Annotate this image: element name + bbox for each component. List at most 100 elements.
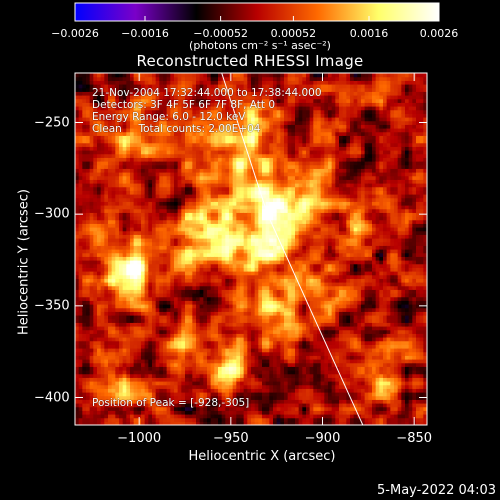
- heatmap-cell: [100, 76, 105, 81]
- heatmap-cell: [170, 150, 175, 155]
- heatmap-cell: [130, 168, 135, 173]
- heatmap-cell: [210, 395, 215, 400]
- heatmap-cell: [203, 91, 208, 96]
- heatmap-cell: [108, 311, 113, 316]
- heatmap-cell: [166, 153, 171, 158]
- heatmap-cell: [122, 157, 127, 162]
- heatmap-cell: [203, 296, 208, 301]
- heatmap-cell: [137, 179, 142, 184]
- heatmap-cell: [82, 106, 87, 111]
- heatmap-cell: [207, 197, 212, 202]
- heatmap-cell: [89, 260, 94, 265]
- heatmap-cell: [192, 109, 197, 114]
- heatmap-cell: [177, 329, 182, 334]
- heatmap-cell: [111, 315, 116, 320]
- heatmap-cell: [166, 300, 171, 305]
- heatmap-cell: [93, 230, 98, 235]
- heatmap-cell: [126, 91, 131, 96]
- heatmap-cell: [144, 377, 149, 382]
- heatmap-cell: [185, 417, 190, 422]
- heatmap-cell: [181, 157, 186, 162]
- heatmap-cell: [133, 366, 138, 371]
- heatmap-cell: [192, 300, 197, 305]
- heatmap-cell: [203, 307, 208, 312]
- heatmap-cell: [170, 87, 175, 92]
- heatmap-cell: [174, 245, 179, 250]
- heatmap-cell: [251, 230, 256, 235]
- heatmap-cell: [159, 340, 164, 345]
- heatmap-cell: [258, 76, 263, 81]
- heatmap-cell: [111, 256, 116, 261]
- heatmap-cell: [86, 150, 91, 155]
- heatmap-cell: [82, 395, 87, 400]
- heatmap-cell: [100, 304, 105, 309]
- heatmap-cell: [247, 142, 252, 147]
- heatmap-cell: [225, 179, 230, 184]
- heatmap-cell: [210, 120, 215, 125]
- heatmap-cell: [225, 260, 230, 265]
- heatmap-cell: [196, 73, 201, 78]
- heatmap-cell: [262, 381, 267, 386]
- heatmap-cell: [166, 348, 171, 353]
- heatmap-cell: [225, 168, 230, 173]
- heatmap-cell: [174, 329, 179, 334]
- heatmap-cell: [82, 333, 87, 338]
- heatmap-cell: [192, 234, 197, 239]
- heatmap-cell: [181, 285, 186, 290]
- heatmap-cell: [78, 124, 83, 129]
- heatmap-cell: [188, 76, 193, 81]
- heatmap-cell: [122, 362, 127, 367]
- heatmap-cell: [108, 172, 113, 177]
- heatmap-cell: [104, 260, 109, 265]
- heatmap-cell: [75, 146, 80, 151]
- heatmap-cell: [104, 168, 109, 173]
- heatmap-cell: [243, 95, 248, 100]
- heatmap-cell: [152, 230, 157, 235]
- heatmap-cell: [163, 395, 168, 400]
- heatmap-cell: [141, 315, 146, 320]
- heatmap-cell: [229, 227, 234, 232]
- heatmap-cell: [247, 205, 252, 210]
- heatmap-cell: [170, 348, 175, 353]
- heatmap-cell: [126, 117, 131, 122]
- heatmap-cell: [141, 91, 146, 96]
- heatmap-cell: [133, 403, 138, 408]
- heatmap-cell: [188, 91, 193, 96]
- heatmap-cell: [214, 337, 219, 342]
- heatmap-cell: [155, 304, 160, 309]
- heatmap-cell: [258, 351, 263, 356]
- heatmap-cell: [97, 172, 102, 177]
- heatmap-cell: [115, 197, 120, 202]
- heatmap-cell: [89, 223, 94, 228]
- heatmap-cell: [199, 362, 204, 367]
- heatmap-cell: [75, 388, 80, 393]
- heatmap-cell: [258, 223, 263, 228]
- heatmap-cell: [93, 289, 98, 294]
- heatmap-cell: [199, 124, 204, 129]
- heatmap-cell: [122, 128, 127, 133]
- heatmap-cell: [236, 384, 241, 389]
- heatmap-cell: [192, 344, 197, 349]
- heatmap-cell: [100, 362, 105, 367]
- heatmap-cell: [137, 223, 142, 228]
- heatmap-cell: [192, 208, 197, 213]
- heatmap-cell: [243, 322, 248, 327]
- heatmap-cell: [75, 124, 80, 129]
- heatmap-cell: [240, 76, 245, 81]
- heatmap-cell: [177, 234, 182, 239]
- heatmap-cell: [133, 80, 138, 85]
- heatmap-cell: [258, 227, 263, 232]
- heatmap-cell: [170, 388, 175, 393]
- heatmap-cell: [159, 190, 164, 195]
- heatmap-cell: [115, 355, 120, 360]
- heatmap-cell: [141, 219, 146, 224]
- heatmap-cell: [148, 223, 153, 228]
- heatmap-cell: [115, 190, 120, 195]
- heatmap-cell: [177, 106, 182, 111]
- heatmap-cell: [122, 373, 127, 378]
- heatmap-cell: [170, 175, 175, 180]
- heatmap-cell: [93, 91, 98, 96]
- heatmap-cell: [115, 329, 120, 334]
- heatmap-cell: [152, 238, 157, 243]
- heatmap-cell: [108, 388, 113, 393]
